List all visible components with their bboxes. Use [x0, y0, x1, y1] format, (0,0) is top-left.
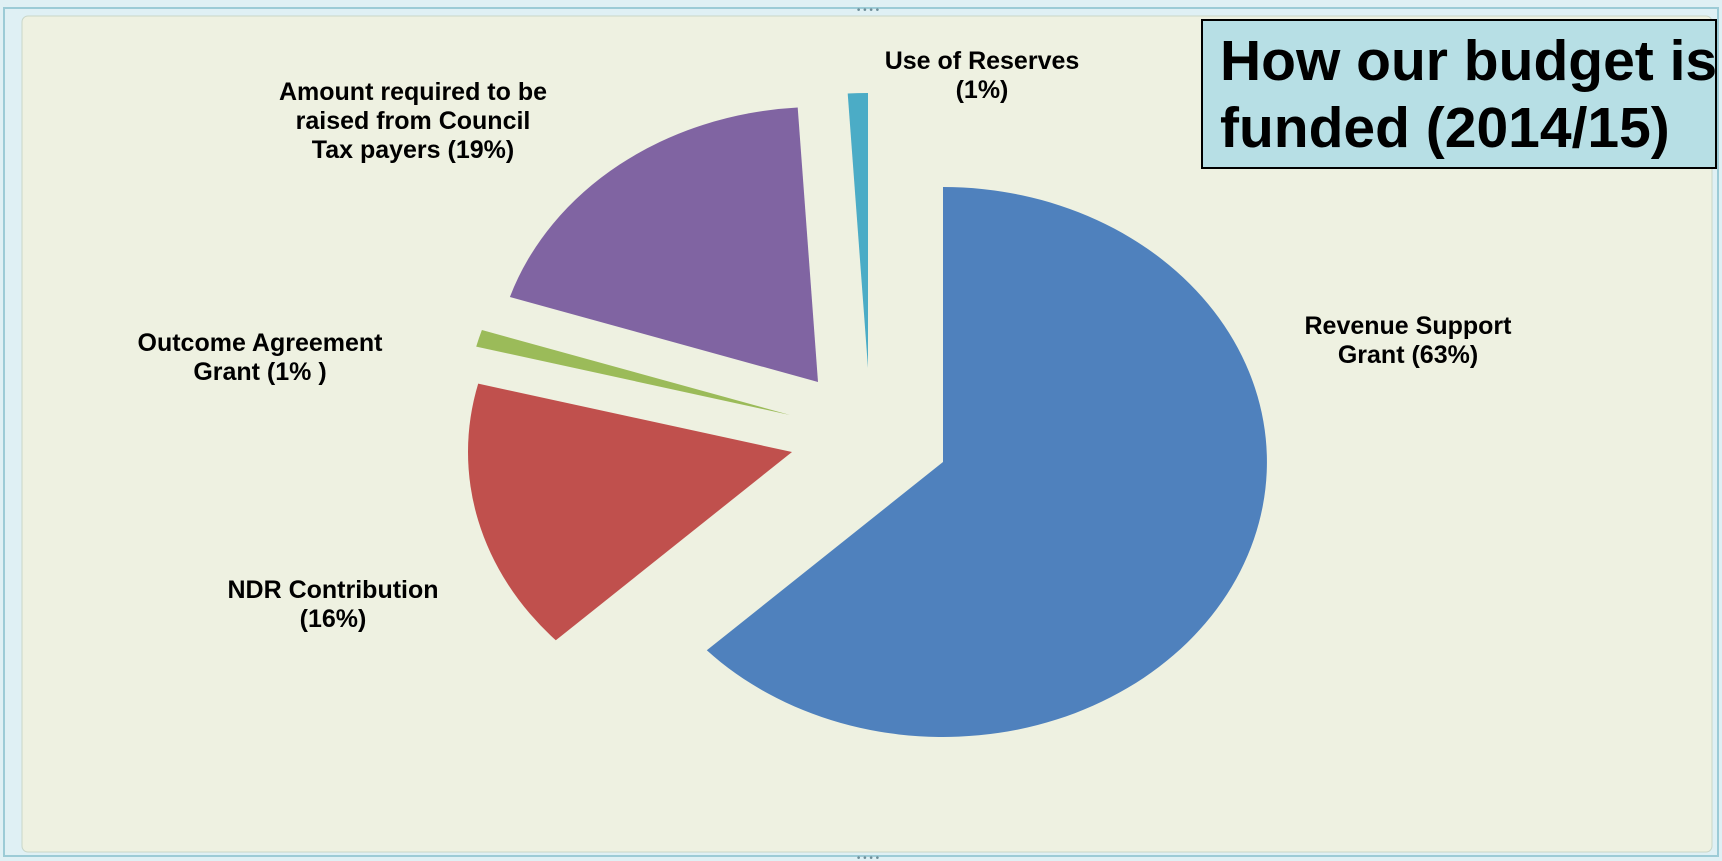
- slice-label-4: Amount required to be raised from Council…: [279, 78, 547, 164]
- title-box-background: [1201, 19, 1717, 169]
- slice-label-2: NDR Contribution (16%): [227, 576, 438, 633]
- chart-background: [21, 15, 1713, 853]
- slice-label-3: Outcome Agreement Grant (1% ): [138, 329, 384, 386]
- title-box: How our budget is funded (2014/15): [1201, 19, 1717, 169]
- chart-title-line-1: How our budget is: [1220, 29, 1717, 93]
- bottom-handle-icon: • • • •: [857, 853, 880, 861]
- slice-label-1: Revenue Support Grant (63%): [1305, 312, 1513, 369]
- top-handle-icon: • • • •: [857, 5, 880, 16]
- slice-labels: Revenue Support Grant (63%) NDR Contributi…: [138, 47, 1513, 633]
- pie-slice-2: [467, 383, 792, 641]
- pie-slice-3: [476, 330, 790, 415]
- pie-slice-1: [706, 187, 1267, 737]
- pie-slice-4: [509, 107, 818, 382]
- chart-title-line-2: funded (2014/15): [1220, 96, 1670, 160]
- slice-label-5: Use of Reserves (1%): [885, 47, 1080, 104]
- pie-slices: [467, 92, 1267, 737]
- pie-slice-5: [847, 92, 868, 368]
